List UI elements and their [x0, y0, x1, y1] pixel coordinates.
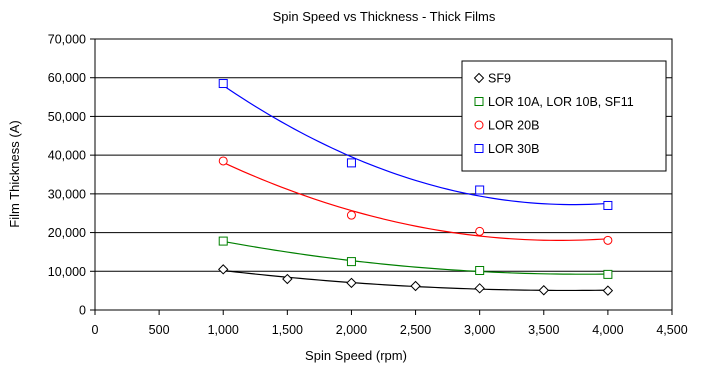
x-tick-label: 3,500 — [528, 323, 559, 337]
x-tick-label: 3,000 — [464, 323, 495, 337]
y-tick-label: 20,000 — [48, 226, 86, 240]
data-point — [475, 185, 485, 195]
data-point — [410, 280, 421, 292]
legend-label: LOR 30B — [488, 142, 539, 156]
plot-area — [94, 38, 673, 311]
data-point — [603, 200, 613, 210]
y-axis-title: Film Thickness (A) — [7, 120, 22, 227]
data-point — [346, 257, 356, 267]
legend-label: SF9 — [488, 72, 511, 86]
y-tick-label: 50,000 — [48, 110, 86, 124]
data-points — [218, 79, 614, 296]
legend-marker — [474, 97, 484, 106]
trendline-2 — [222, 161, 608, 241]
grid-lines — [95, 77, 672, 272]
x-tick-label: 4,500 — [656, 323, 687, 337]
x-tick-label: 2,500 — [400, 323, 431, 337]
y-tick-label: 30,000 — [48, 187, 86, 201]
y-tick-label: 0 — [79, 304, 86, 318]
trendline-3 — [222, 85, 608, 206]
data-point — [603, 269, 613, 279]
x-tick-label: 4,000 — [592, 323, 623, 337]
chart-title: Spin Speed vs Thickness - Thick Films — [273, 9, 496, 24]
y-tick-label: 10,000 — [48, 265, 86, 279]
data-point — [474, 283, 485, 294]
data-point — [475, 226, 485, 236]
x-axis-title: Spin Speed (rpm) — [305, 348, 407, 363]
axis-ticks: 0 10,000 20,000 30,000 40,000 50,000 60,000 70,… — [48, 33, 688, 338]
data-point — [218, 156, 228, 166]
y-tick-label: 40,000 — [48, 149, 86, 163]
legend-label: LOR 20B — [488, 119, 539, 133]
legend-marker — [473, 72, 485, 84]
x-tick-label: 0 — [92, 323, 99, 337]
y-tick-label: 60,000 — [48, 71, 86, 85]
x-tick-label: 2,000 — [336, 323, 367, 337]
x-tick-label: 1,000 — [208, 323, 239, 337]
y-tick-label: 70,000 — [48, 33, 86, 47]
data-point — [603, 235, 613, 245]
data-point — [346, 158, 356, 168]
legend: SF9 LOR 10A, LOR 10B, SF11 LOR 20B LOR 30B — [461, 60, 667, 172]
data-point — [538, 285, 549, 296]
trendline-1 — [223, 240, 608, 275]
data-point — [218, 79, 228, 89]
legend-box — [461, 60, 667, 172]
legend-marker — [474, 144, 484, 153]
legend-marker — [474, 120, 484, 130]
data-point — [282, 273, 293, 285]
data-point — [346, 277, 357, 289]
x-tick-label: 1,500 — [272, 323, 303, 337]
data-point — [475, 266, 485, 276]
data-point — [218, 236, 228, 246]
data-point — [602, 285, 614, 296]
x-tick-label: 500 — [149, 323, 170, 337]
data-point — [346, 210, 356, 220]
legend-label: LOR 10A, LOR 10B, SF11 — [488, 95, 634, 109]
data-point — [218, 264, 229, 275]
